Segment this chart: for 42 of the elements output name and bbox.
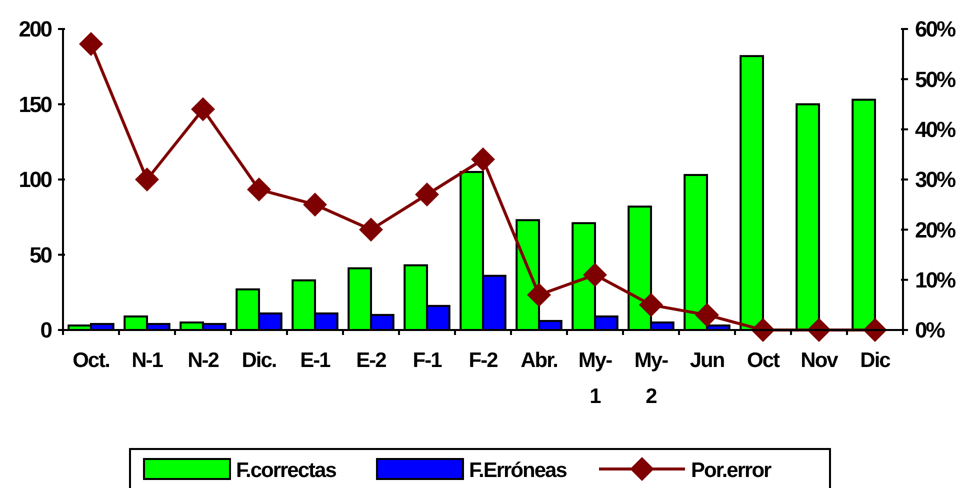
x-tick-label: Dic (860, 349, 892, 372)
y2-tick-label: 10% (915, 268, 956, 293)
legend-label: F.Erróneas (469, 459, 567, 482)
y2-tick-label: 60% (915, 16, 956, 42)
x-tick-label: Oct (746, 349, 780, 372)
legend-label: F.correctas (236, 459, 336, 482)
x-tick-label: N-2 (188, 349, 219, 372)
y-tick-label: 200 (18, 16, 52, 42)
x-tick-label: Jun (690, 349, 724, 372)
x-tick-label: E-1 (300, 349, 332, 372)
y2-tick-label: 40% (915, 117, 956, 142)
point (415, 182, 439, 207)
x-tick-label: My-1 (578, 349, 613, 408)
x-tick-label: N-1 (132, 349, 164, 372)
point (471, 147, 495, 172)
y2-tick-label: 20% (915, 217, 956, 242)
point (583, 262, 607, 287)
point (695, 302, 719, 327)
x-tick-label: Abr. (520, 349, 558, 372)
point (247, 178, 271, 202)
y2-tick-label: 30% (915, 167, 956, 192)
point (527, 282, 551, 307)
x-tick-label: My-2 (634, 349, 669, 408)
y2-tick-label: 0% (915, 318, 945, 343)
x-tick-label: Oct. (72, 349, 110, 372)
x-tick-label: E-2 (356, 349, 386, 372)
y-tick-label: 0 (40, 318, 52, 343)
x-tick-label: F-1 (412, 349, 443, 372)
x-tick-label: F-2 (468, 349, 498, 372)
x-tick-label: Nov (800, 349, 839, 372)
y-tick-label: 50 (30, 242, 52, 268)
point (79, 32, 103, 56)
point (639, 292, 663, 317)
point (303, 192, 327, 217)
y-tick-label: 100 (18, 167, 52, 192)
y2-tick-label: 50% (915, 66, 956, 92)
legend-label: Por.error (691, 459, 772, 482)
point (359, 218, 383, 242)
y-tick-label: 150 (18, 92, 52, 117)
point (191, 97, 215, 122)
point (135, 168, 159, 192)
x-tick-label: Dic. (242, 349, 276, 372)
